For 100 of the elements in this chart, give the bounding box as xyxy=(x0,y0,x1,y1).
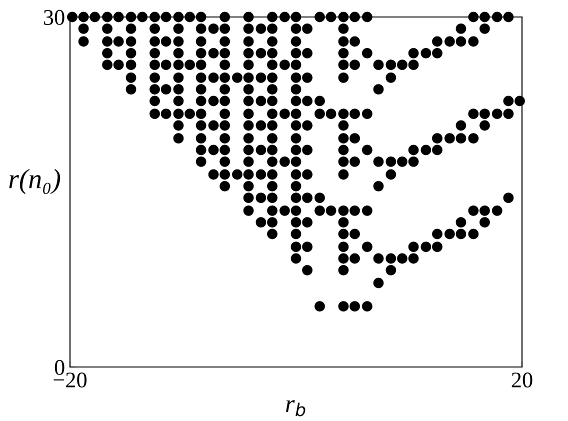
point xyxy=(290,120,302,131)
point xyxy=(290,36,302,47)
point xyxy=(173,84,184,95)
point xyxy=(326,205,336,216)
point xyxy=(160,108,172,120)
point xyxy=(468,12,479,22)
point xyxy=(173,12,184,22)
point xyxy=(113,36,124,47)
point xyxy=(173,60,184,70)
point xyxy=(173,133,184,144)
point xyxy=(290,180,302,192)
point xyxy=(78,36,89,47)
x-axis-title: r$_{b}$ xyxy=(286,400,306,416)
point xyxy=(362,205,372,216)
point xyxy=(113,12,124,22)
point xyxy=(432,133,442,144)
point xyxy=(208,169,219,180)
point xyxy=(492,108,502,120)
point xyxy=(408,48,419,58)
point xyxy=(362,242,372,252)
point xyxy=(290,205,302,216)
point xyxy=(184,108,195,120)
point xyxy=(267,84,278,95)
point xyxy=(243,96,254,106)
point xyxy=(373,278,384,288)
point xyxy=(338,301,349,312)
point xyxy=(456,133,466,144)
point xyxy=(102,36,112,47)
point xyxy=(173,72,184,83)
point xyxy=(290,84,302,95)
point xyxy=(243,12,254,22)
point xyxy=(102,48,112,58)
point xyxy=(196,23,206,34)
point xyxy=(220,60,230,70)
point xyxy=(196,108,206,120)
point xyxy=(302,23,312,34)
point xyxy=(290,156,302,167)
point xyxy=(302,192,312,204)
point xyxy=(503,108,514,120)
point xyxy=(126,23,136,34)
point xyxy=(290,60,302,70)
point xyxy=(338,264,349,276)
point xyxy=(150,36,160,47)
point xyxy=(362,48,372,58)
point xyxy=(468,36,479,47)
point xyxy=(208,48,219,58)
point xyxy=(386,253,396,264)
point xyxy=(432,144,442,156)
point xyxy=(503,96,514,106)
point xyxy=(267,48,278,58)
point xyxy=(220,48,230,58)
point xyxy=(102,60,112,70)
point xyxy=(196,156,206,167)
point xyxy=(480,23,490,34)
point xyxy=(150,48,160,58)
point xyxy=(386,72,396,83)
point xyxy=(386,60,396,70)
y-tick-label: 30 xyxy=(44,10,64,25)
point xyxy=(150,108,160,120)
point xyxy=(314,96,325,106)
point xyxy=(102,12,112,22)
point xyxy=(350,133,360,144)
point xyxy=(220,180,230,192)
point xyxy=(126,84,136,95)
x-tick-label: −20 xyxy=(54,372,87,388)
point xyxy=(243,133,254,144)
point xyxy=(243,23,254,34)
point xyxy=(386,264,396,276)
point xyxy=(256,217,266,228)
x-tick-label: 20 xyxy=(512,372,532,388)
point xyxy=(290,23,302,34)
point xyxy=(290,169,302,180)
point xyxy=(173,48,184,58)
point xyxy=(267,36,278,47)
point xyxy=(480,217,490,228)
point xyxy=(350,12,360,22)
point xyxy=(480,108,490,120)
point xyxy=(208,144,219,156)
point xyxy=(220,12,230,22)
point xyxy=(480,120,490,131)
point xyxy=(314,192,325,204)
point xyxy=(350,228,360,240)
point xyxy=(326,12,336,22)
point xyxy=(196,144,206,156)
point xyxy=(150,84,160,95)
point xyxy=(290,133,302,144)
point xyxy=(314,108,325,120)
point xyxy=(338,228,349,240)
point xyxy=(208,23,219,34)
point xyxy=(290,12,302,22)
point xyxy=(267,169,278,180)
point xyxy=(373,156,384,167)
point xyxy=(444,133,455,144)
point xyxy=(290,48,302,58)
point xyxy=(397,156,408,167)
point xyxy=(220,72,230,83)
point xyxy=(338,120,349,131)
point xyxy=(338,133,349,144)
point xyxy=(220,156,230,167)
point xyxy=(290,72,302,83)
